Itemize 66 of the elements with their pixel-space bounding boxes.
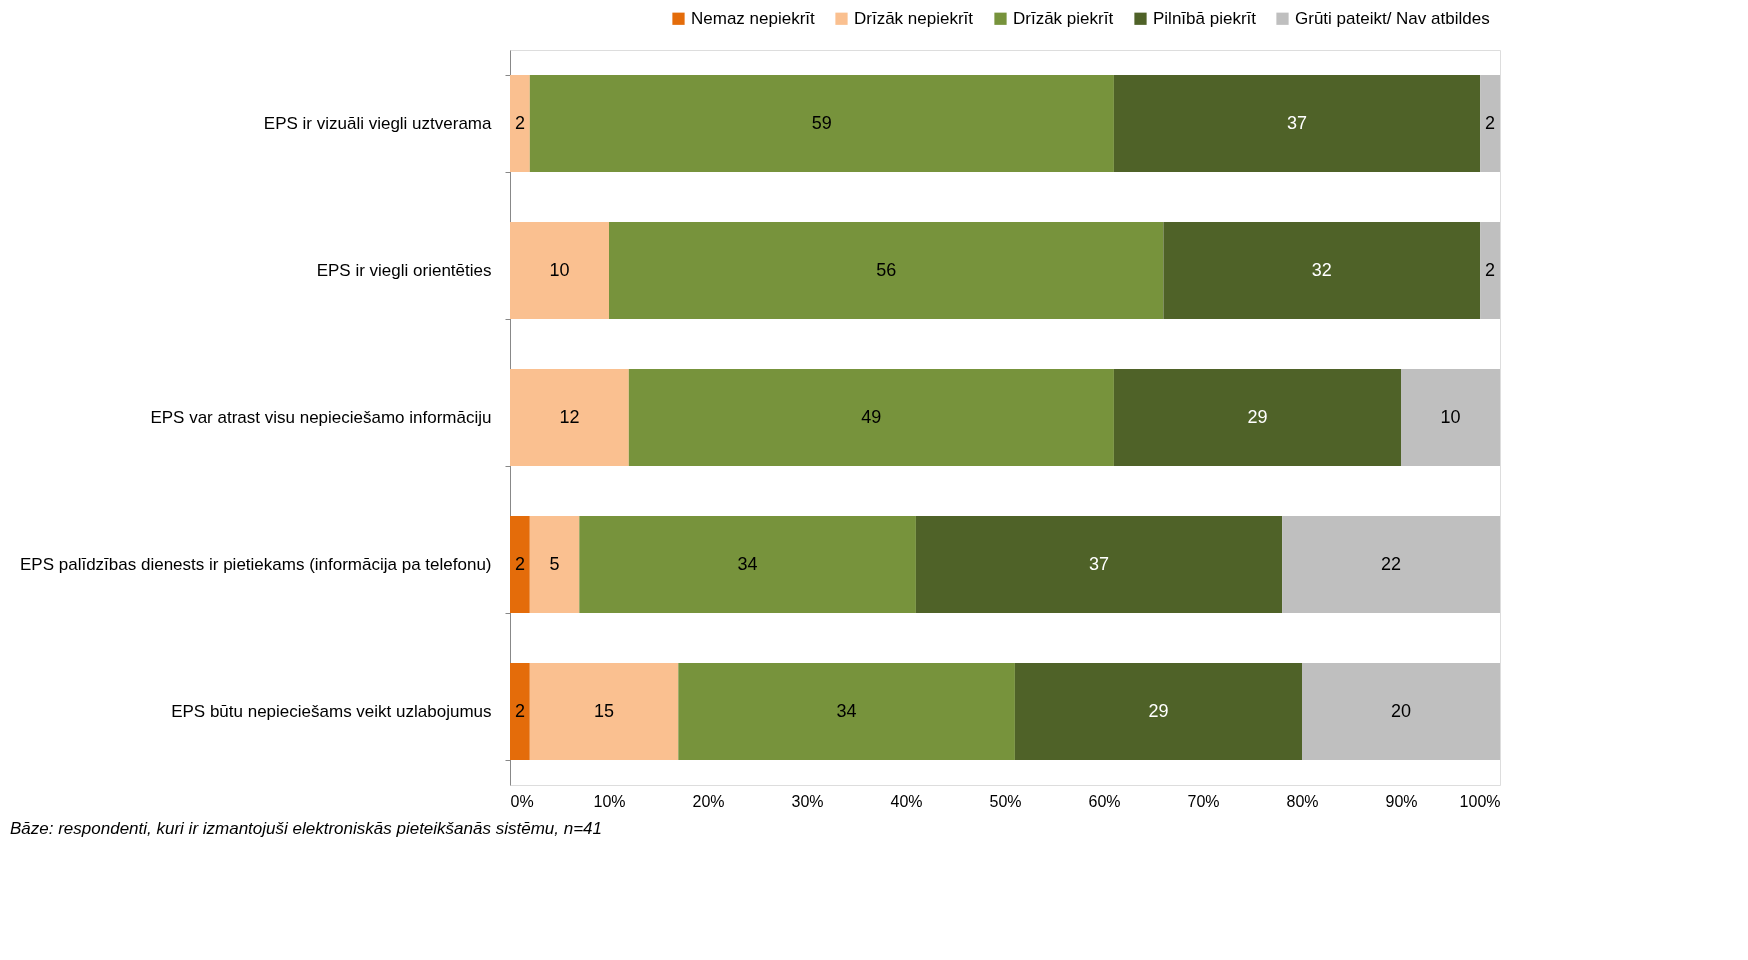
x-tick-label: 70%	[1187, 792, 1220, 810]
data-label: 49	[861, 406, 882, 427]
x-tick-label: 30%	[791, 792, 824, 810]
x-tick-label: 60%	[1088, 792, 1121, 810]
bar	[1302, 662, 1500, 761]
bar	[1401, 368, 1500, 467]
bar	[510, 662, 530, 761]
bar	[529, 662, 679, 761]
x-tick-label: 100%	[1459, 792, 1501, 810]
data-label: 29	[1148, 700, 1169, 721]
data-label: 2	[514, 700, 525, 721]
y-tick-label: EPS ir vizuāli viegli uztverama	[263, 114, 493, 133]
bar	[510, 74, 530, 173]
y-tick-label: EPS ir viegli orientēties	[316, 261, 492, 280]
data-label: 5	[549, 553, 560, 574]
x-tick-label: 40%	[890, 792, 923, 810]
x-tick-label: 20%	[692, 792, 725, 810]
y-tick-label: EPS var atrast visu nepieciešamo informāciju	[150, 408, 492, 427]
y-tick-label: EPS palīdzības dienests ir pietiekams (informācija pa telefonu)	[19, 555, 492, 574]
data-label: 2	[1485, 112, 1496, 133]
bar	[529, 74, 1114, 173]
bar	[510, 368, 629, 467]
bar	[1480, 221, 1500, 320]
bar	[510, 221, 609, 320]
data-label: 15	[594, 700, 615, 721]
data-label: 37	[1287, 112, 1308, 133]
data-label: 37	[1089, 553, 1110, 574]
bar	[609, 221, 1164, 320]
legend-label: Drīzāk nepiekrīt	[854, 8, 974, 28]
bar	[1014, 662, 1302, 761]
bar	[1113, 368, 1401, 467]
legend-label: Grūti pateikt/ Nav atbildes	[1295, 8, 1490, 28]
bar	[915, 515, 1283, 614]
data-label: 56	[876, 259, 897, 280]
bar	[678, 662, 1015, 761]
legend-label: Drīzāk piekrīt	[1013, 8, 1114, 28]
bar	[579, 515, 916, 614]
bar	[529, 515, 580, 614]
data-label: 34	[737, 553, 758, 574]
data-label: 59	[811, 112, 832, 133]
data-label: 32	[1311, 259, 1332, 280]
x-tick-label: 80%	[1286, 792, 1319, 810]
x-tick-label: 50%	[989, 792, 1022, 810]
x-tick-label: 10%	[593, 792, 626, 810]
data-label: 29	[1247, 406, 1268, 427]
data-label: 22	[1381, 553, 1402, 574]
data-label: 2	[1485, 259, 1496, 280]
bar	[1282, 515, 1500, 614]
legend-label: Nemaz nepiekrīt	[691, 8, 816, 28]
x-tick-label: 90%	[1385, 792, 1418, 810]
x-tick-label: 0%	[510, 792, 534, 810]
data-label: 2	[514, 553, 525, 574]
bar	[628, 368, 1114, 467]
data-label: 10	[1440, 406, 1461, 427]
data-label: 12	[559, 406, 580, 427]
bar	[1480, 74, 1500, 173]
legend-label: Pilnībā piekrīt	[1153, 8, 1257, 28]
bar	[510, 515, 530, 614]
text: Bāze: respondenti, kuri ir izmantojuši elektroniskās pieteikšanās sistēmu, n=41	[10, 819, 602, 838]
data-label: 2	[514, 112, 525, 133]
y-tick-label: EPS būtu nepieciešams veikt uzlabojumus	[171, 702, 492, 721]
bar	[1113, 74, 1481, 173]
bar	[1163, 221, 1481, 320]
data-label: 34	[836, 700, 857, 721]
data-label: 20	[1390, 700, 1412, 721]
data-label: 10	[549, 259, 570, 280]
